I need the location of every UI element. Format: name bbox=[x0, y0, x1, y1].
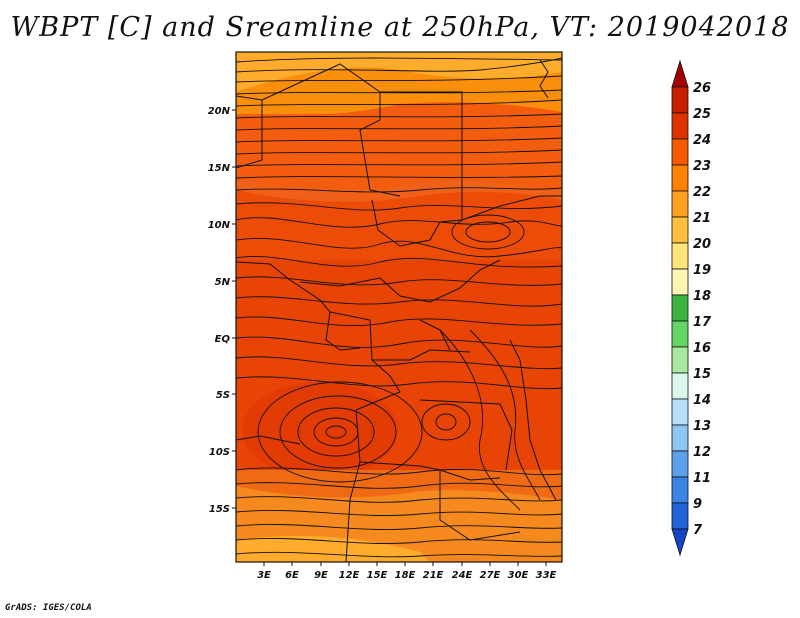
colorbar-label: 20 bbox=[693, 237, 711, 252]
colorbar-label: 23 bbox=[693, 159, 711, 174]
colorbar-cell bbox=[671, 450, 689, 478]
colorbar-cell bbox=[671, 138, 689, 166]
lon-label: 27E bbox=[480, 570, 501, 581]
lon-label: 33E bbox=[536, 570, 557, 581]
colorbar-label: 17 bbox=[693, 315, 712, 330]
lat-label: 15S bbox=[209, 504, 230, 515]
lat-label: 10S bbox=[209, 447, 230, 458]
colorbar-cell bbox=[671, 346, 689, 374]
shading-band-10n bbox=[236, 190, 562, 260]
colorbar-label: 12 bbox=[693, 445, 711, 460]
lon-label: 21E bbox=[423, 570, 444, 581]
colorbar-label: 7 bbox=[693, 523, 703, 538]
shading-south-edge bbox=[236, 536, 430, 562]
colorbar-cell bbox=[671, 372, 689, 400]
map-frame bbox=[235, 51, 563, 563]
lon-label: 9E bbox=[314, 570, 328, 581]
colorbar-label: 16 bbox=[693, 341, 711, 356]
lon-label: 15E bbox=[367, 570, 388, 581]
colorbar-cell bbox=[671, 476, 689, 504]
colorbar-label: 26 bbox=[693, 81, 711, 96]
colorbar-label: 22 bbox=[693, 185, 711, 200]
colorbar-label: 25 bbox=[693, 107, 711, 122]
chart-title: WBPT [C] and Sreamline at 250hPa, VT: 20… bbox=[10, 12, 790, 43]
lon-axis: 3E 6E 9E 12E 15E 18E 21E 24E 27E 30E 33E bbox=[257, 562, 557, 581]
lon-label: 18E bbox=[395, 570, 416, 581]
credit-text: GrADS: IGES/COLA bbox=[5, 603, 92, 613]
colorbar-cell bbox=[671, 242, 689, 270]
lat-label: 5N bbox=[215, 277, 231, 288]
colorbar-cell bbox=[671, 86, 689, 114]
lat-label: 15N bbox=[208, 163, 231, 174]
lat-label: 10N bbox=[208, 220, 231, 231]
colorbar-label: 13 bbox=[693, 419, 711, 434]
colorbar-cell bbox=[671, 320, 689, 348]
colorbar-label: 9 bbox=[693, 497, 702, 512]
colorbar-label: 11 bbox=[693, 471, 711, 486]
shading-cyclone-core bbox=[242, 382, 398, 478]
streamlines bbox=[236, 57, 562, 558]
colorbar-cell bbox=[671, 190, 689, 218]
colorbar-cell bbox=[671, 112, 689, 140]
colorbar-label: 14 bbox=[693, 393, 711, 408]
colorbar: 26 25 24 23 22 21 20 19 18 17 16 15 14 13 12 11 9 7 bbox=[671, 59, 712, 557]
colorbar-label: 19 bbox=[693, 263, 711, 278]
colorbar-label: 24 bbox=[693, 133, 711, 148]
map-area bbox=[236, 52, 562, 562]
colorbar-cell bbox=[671, 502, 689, 530]
colorbar-label: 21 bbox=[693, 211, 711, 226]
colorbar-cell bbox=[671, 164, 689, 192]
colorbar-cell bbox=[671, 398, 689, 426]
lat-label: 20N bbox=[208, 106, 231, 117]
colorbar-label: 18 bbox=[693, 289, 711, 304]
lon-label: 30E bbox=[508, 570, 529, 581]
lon-label: 24E bbox=[452, 570, 473, 581]
colorbar-cell bbox=[671, 294, 689, 322]
lat-label: 5S bbox=[216, 390, 230, 401]
lon-label: 6E bbox=[285, 570, 299, 581]
colorbar-cell bbox=[671, 424, 689, 452]
colorbar-label: 15 bbox=[693, 367, 711, 382]
colorbar-arrow-bottom bbox=[671, 528, 689, 557]
lat-axis: 20N 15N 10N 5N EQ 5S 10S 15S bbox=[208, 106, 236, 515]
shading-band-15n bbox=[236, 102, 562, 190]
lat-label: EQ bbox=[215, 334, 231, 345]
lon-label: 12E bbox=[339, 570, 360, 581]
borders bbox=[236, 59, 562, 562]
colorbar-cell bbox=[671, 268, 689, 296]
shading-south-band bbox=[236, 470, 562, 500]
colorbar-cell bbox=[671, 216, 689, 244]
lon-label: 3E bbox=[257, 570, 271, 581]
colorbar-arrow-top bbox=[671, 59, 689, 88]
shading-north-warm bbox=[236, 52, 562, 92]
